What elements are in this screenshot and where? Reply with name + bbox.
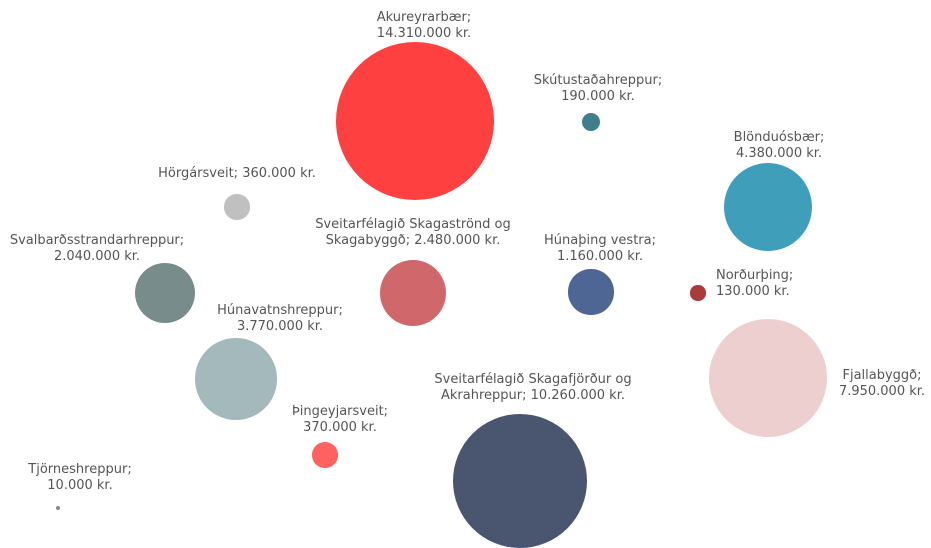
- bubble-label: Húnavatnshreppur; 3.770.000 kr.: [217, 303, 343, 334]
- bubble: [581, 112, 601, 132]
- bubble: [690, 285, 706, 301]
- bubble-label: Hörgársveit; 360.000 kr.: [158, 166, 316, 181]
- bubble-label: Norðurþing; 130.000 kr.: [716, 268, 794, 299]
- bubble: [135, 263, 195, 323]
- bubble-label: Sveitarfélagið Skagafjörður og Akrahrepp…: [434, 372, 632, 403]
- bubble-label: Blönduósbær; 4.380.000 kr.: [733, 130, 825, 161]
- bubble-label: Fjallabyggð; 7.950.000 kr.: [838, 368, 926, 399]
- bubble: [55, 505, 61, 511]
- bubble: [452, 413, 588, 548]
- bubble-label: Skútustaðahreppur; 190.000 kr.: [533, 73, 663, 104]
- bubble-label: Tjörneshreppur; 10.000 kr.: [28, 462, 132, 493]
- bubble-label: Húnaþing vestra; 1.160.000 kr.: [544, 233, 656, 264]
- bubble: [708, 318, 828, 438]
- bubble: [568, 269, 614, 315]
- bubble: [224, 194, 250, 220]
- bubble: [379, 259, 447, 327]
- bubble: [195, 338, 277, 420]
- bubble: [335, 41, 495, 201]
- bubble-label: Svalbarðsstrandarhreppur; 2.040.000 kr.: [9, 233, 185, 264]
- bubble-label: Þingeyjarsveit; 370.000 kr.: [291, 404, 389, 435]
- bubble: [312, 442, 338, 468]
- bubble-label: Sveitarfélagið Skagaströnd og Skagabyggð…: [315, 217, 511, 248]
- bubble: [724, 163, 812, 251]
- bubble-label: Akureyrarbær; 14.310.000 kr.: [376, 10, 472, 41]
